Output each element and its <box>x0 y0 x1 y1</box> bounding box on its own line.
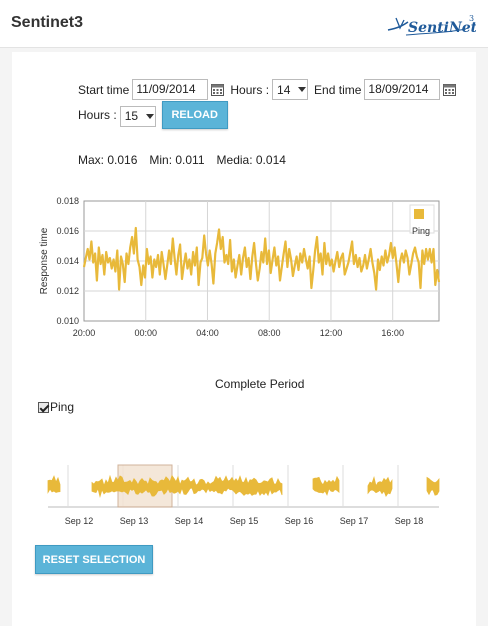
hours-start-label: Hours : <box>230 82 270 97</box>
hours-start-select[interactable]: 14 <box>272 79 309 100</box>
checkbox-checked-icon[interactable] <box>38 401 49 413</box>
start-time-label: Start time <box>78 82 130 97</box>
hours-end-value: 15 <box>124 109 139 123</box>
reload-button[interactable]: RELOAD <box>161 101 228 129</box>
svg-text:3: 3 <box>469 14 474 23</box>
chevron-down-icon <box>146 113 155 119</box>
sentinet-logo: SentiNet 3 <box>387 14 476 36</box>
start-time-input[interactable]: 11/09/2014 <box>132 79 209 100</box>
ping-checkbox-label: Ping <box>50 400 75 414</box>
app-header: Sentinet3 SentiNet 3 <box>0 0 488 48</box>
reset-selection-button[interactable]: RESET SELECTION <box>35 545 153 574</box>
svg-text:SentiNet: SentiNet <box>408 20 476 36</box>
hours-end-select[interactable]: 15 <box>119 105 156 127</box>
stat-max: Max: 0.016 <box>78 153 138 167</box>
stat-media: Media: 0.014 <box>216 153 286 167</box>
time-range-form-row2: Hours : 15 RELOAD <box>78 101 228 129</box>
stat-min: Min: 0.011 <box>149 153 205 167</box>
hours-end-label: Hours : <box>78 108 117 122</box>
calendar-icon[interactable] <box>443 83 457 96</box>
navigator-title: Complete Period <box>215 377 305 391</box>
chevron-down-icon <box>298 87 307 92</box>
hours-start-value: 14 <box>277 82 291 97</box>
ping-checkbox[interactable]: Ping <box>38 400 74 414</box>
app-title: Sentinet3 <box>11 14 84 31</box>
stats-summary: Max: 0.016 Min: 0.011 Media: 0.014 <box>78 153 298 167</box>
end-time-input[interactable]: 18/09/2014 <box>364 79 441 100</box>
time-range-form: Start time 11/09/2014 Hours : 14 End tim… <box>78 79 462 100</box>
calendar-icon[interactable] <box>211 83 225 96</box>
end-time-label: End time <box>314 82 362 97</box>
main-panel <box>12 52 476 626</box>
